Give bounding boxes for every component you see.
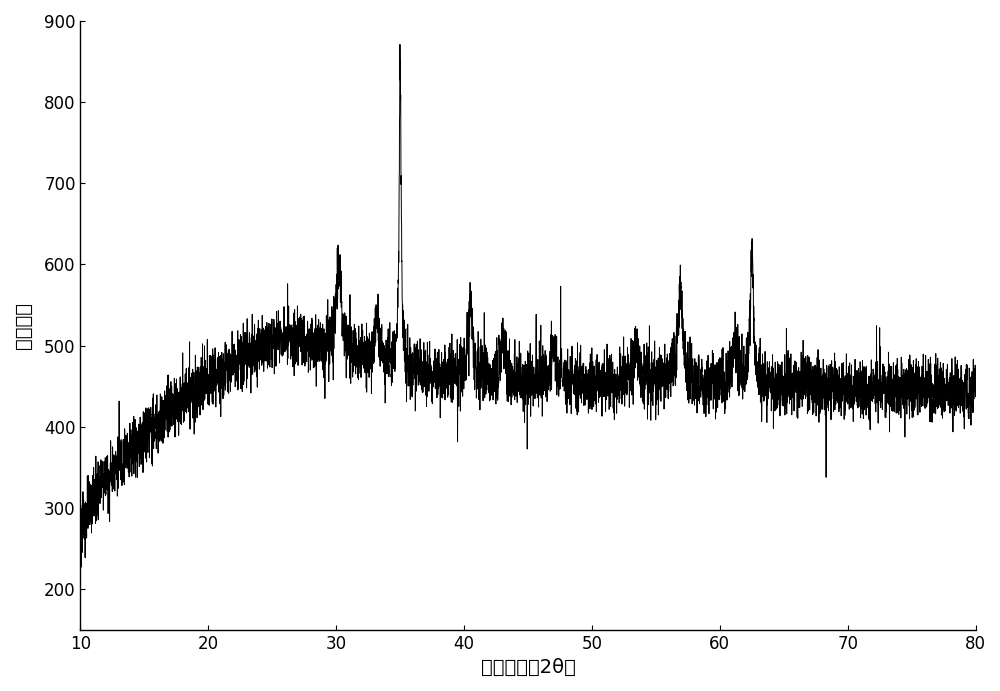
X-axis label: 衍射角度（2θ）: 衍射角度（2θ） bbox=[481, 658, 575, 677]
Y-axis label: 衍射强度: 衍射强度 bbox=[14, 302, 33, 349]
